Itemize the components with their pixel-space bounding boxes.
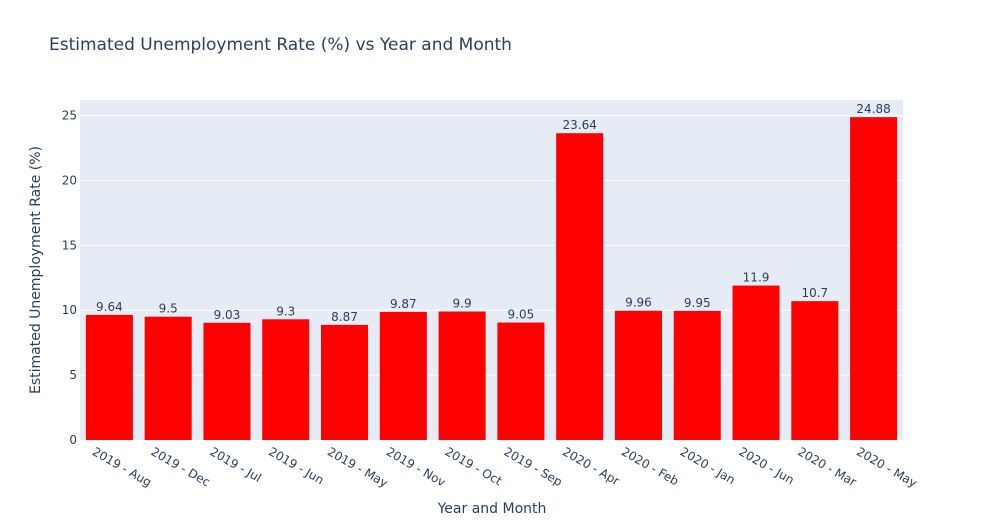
y-tick-label: 10 (62, 303, 77, 317)
bar-value-label: 11.9 (743, 271, 770, 285)
x-tick-label: 2019 - Aug (90, 444, 154, 489)
bar[interactable] (556, 133, 604, 440)
x-tick-label: 2020 - Jan (678, 444, 738, 487)
y-tick-label: 25 (62, 109, 77, 123)
bars (85, 117, 898, 441)
bar-value-label: 9.3 (276, 304, 295, 318)
x-tick-label: 2020 - Apr (560, 444, 622, 488)
bar-value-label: 9.5 (159, 302, 178, 316)
x-tick-label: 2019 - Dec (149, 444, 213, 489)
bar[interactable] (497, 322, 545, 440)
bar-value-label: 24.88 (856, 102, 890, 116)
bar-value-label: 8.87 (331, 310, 358, 324)
x-tick-label: 2020 - Jun (737, 444, 797, 487)
x-tick-label: 2019 - Oct (443, 444, 505, 488)
bar-value-label: 23.64 (562, 118, 596, 132)
bar-value-label: 9.64 (96, 300, 123, 314)
bar[interactable] (614, 310, 662, 440)
bar[interactable] (673, 310, 721, 440)
x-axis-title: Year and Month (437, 501, 547, 517)
bar[interactable] (144, 316, 192, 440)
bar[interactable] (850, 117, 898, 441)
bar-value-label: 10.7 (801, 286, 828, 300)
bar[interactable] (203, 322, 251, 440)
bar[interactable] (732, 285, 780, 440)
x-tick-label: 2019 - Nov (384, 444, 448, 489)
bar-value-label: 9.95 (684, 296, 711, 310)
bar[interactable] (262, 319, 310, 440)
x-tick-label: 2020 - May (854, 444, 919, 490)
bar[interactable] (791, 301, 839, 440)
chart-title: Estimated Unemployment Rate (%) vs Year … (49, 35, 512, 55)
x-tick-label: 2019 - May (325, 444, 390, 490)
bar-labels: 9.64 9.5 9.03 9.3 8.87 9.87 9.9 9.05 23.64 9.96 9.… (96, 102, 891, 324)
bar[interactable] (85, 314, 133, 440)
bar[interactable] (379, 311, 427, 440)
bar-value-label: 9.05 (508, 308, 535, 322)
x-tick-label: 2019 - Sep (501, 444, 564, 489)
x-tick-label: 2019 - Jul (207, 444, 263, 485)
y-tick-label: 20 (62, 173, 77, 187)
y-tick-label: 5 (69, 368, 77, 382)
x-tick-label: 2019 - Jun (266, 444, 326, 487)
bar-value-label: 9.03 (214, 308, 241, 322)
y-axis-ticks: 0 5 10 15 20 25 (62, 109, 77, 447)
bar-value-label: 9.96 (625, 296, 652, 310)
x-tick-label: 2020 - Feb (619, 444, 681, 488)
y-tick-label: 15 (62, 238, 77, 252)
y-tick-label: 0 (69, 433, 77, 447)
bar-value-label: 9.9 (453, 297, 472, 311)
bar[interactable] (321, 324, 369, 440)
x-tick-label: 2020 - Mar (795, 444, 858, 489)
bar-value-label: 9.87 (390, 297, 417, 311)
y-axis-title: Estimated Unemployment Rate (%) (28, 146, 44, 394)
bar[interactable] (438, 311, 486, 440)
